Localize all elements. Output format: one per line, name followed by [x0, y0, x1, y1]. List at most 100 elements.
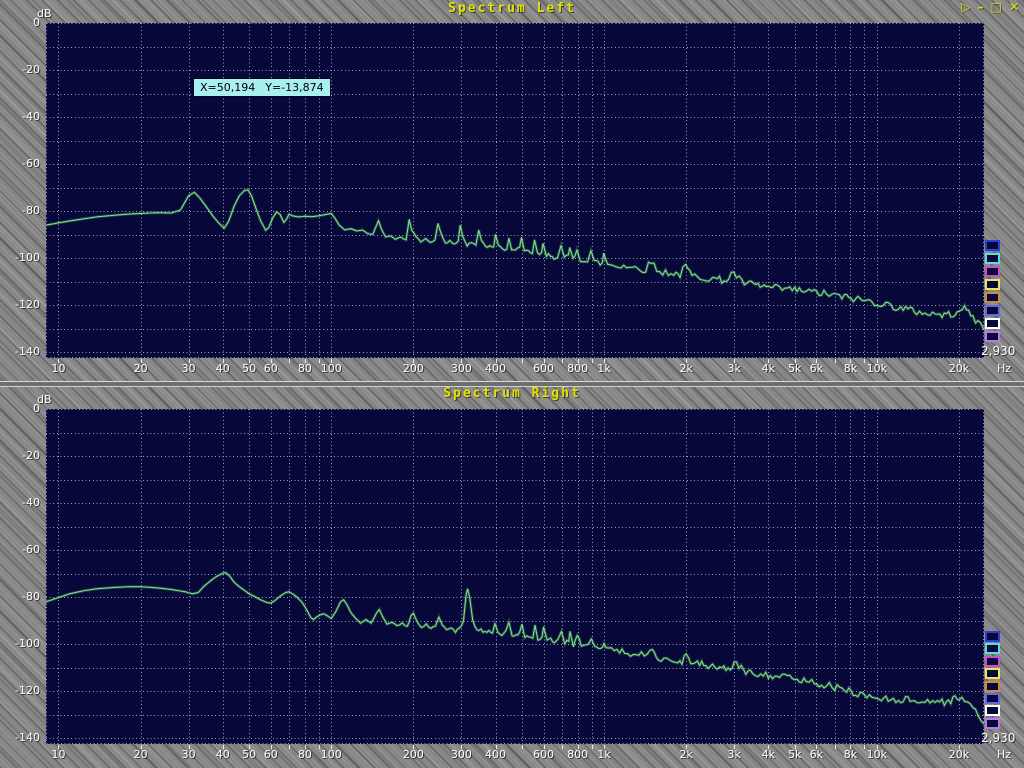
x-axis-tick [271, 745, 272, 749]
tooltip-y-value: Y=-13,874 [265, 81, 324, 94]
x-tick-label: 10 [51, 362, 66, 375]
x-axis-tick [496, 745, 497, 749]
x-tick-label: 200 [402, 748, 424, 761]
x-axis-tick [816, 745, 817, 749]
x-tick-label: 20 [133, 748, 148, 761]
x-axis-unit-label: Hz [997, 748, 1012, 761]
x-axis-tick [319, 359, 320, 363]
y-tick-label: -20 [22, 63, 40, 77]
x-tick-label: 8k [843, 748, 858, 761]
x-axis-tick [544, 745, 545, 749]
x-tick-label: 600 [533, 748, 555, 761]
trace-color-swatch[interactable] [985, 631, 1000, 642]
x-axis-tick [223, 359, 224, 363]
x-axis-tick [592, 359, 593, 363]
x-tick-label: 40 [215, 362, 230, 375]
trace-color-swatch[interactable] [985, 279, 1000, 290]
maximize-button[interactable]: □ [990, 0, 1002, 14]
x-axis-tick [249, 745, 250, 749]
x-axis-tick [461, 745, 462, 749]
x-axis-tick [305, 359, 306, 363]
trace-color-swatch[interactable] [985, 331, 1000, 342]
x-tick-label: 30 [181, 748, 196, 761]
y-tick-label: -20 [22, 449, 40, 463]
y-tick-label: -100 [15, 251, 40, 265]
trace-color-swatch[interactable] [985, 305, 1000, 316]
y-tick-label: -40 [22, 110, 40, 124]
x-axis-tick [223, 745, 224, 749]
x-axis-tick [58, 359, 59, 363]
x-axis-tick [289, 745, 290, 749]
y-tick-label: -120 [15, 298, 40, 312]
close-button[interactable]: ✕ [1008, 0, 1019, 14]
x-axis-tick [522, 359, 523, 363]
trace-color-swatch[interactable] [985, 717, 1000, 729]
x-tick-label: 2k [679, 748, 693, 761]
trace-color-swatch[interactable] [985, 668, 1000, 680]
x-axis-tick [592, 745, 593, 749]
x-axis-tick [604, 359, 605, 363]
x-tick-label: 2k [679, 362, 693, 375]
x-axis-tick [768, 359, 769, 363]
x-tick-label: 100 [320, 748, 342, 761]
x-tick-label: 200 [402, 362, 424, 375]
trace-color-legend [985, 631, 1001, 730]
x-tick-label: 400 [485, 362, 507, 375]
x-tick-label: 800 [567, 362, 589, 375]
x-axis-tick [331, 359, 332, 363]
trace-color-swatch[interactable] [985, 680, 1000, 692]
x-tick-label: 600 [533, 362, 555, 375]
x-tick-label: 100 [320, 362, 342, 375]
x-axis-tick [331, 745, 332, 749]
x-axis-tick [959, 745, 960, 749]
y-tick-label: 0 [33, 16, 40, 29]
trace-color-swatch[interactable] [985, 266, 1000, 277]
x-tick-label: 1k [597, 362, 611, 375]
x-tick-label: 1k [597, 748, 611, 761]
x-axis-tick [850, 359, 851, 363]
run-button[interactable]: ▷ [961, 0, 971, 14]
y-tick-label: -40 [22, 496, 40, 510]
x-tick-label: 80 [297, 748, 312, 761]
x-tick-label: 20k [948, 362, 970, 375]
minimize-button[interactable]: – [977, 0, 984, 14]
trace-color-swatch[interactable] [985, 292, 1000, 303]
cursor-tooltip: X=50,194 Y=-13,874 [193, 78, 331, 97]
x-tick-label: 10 [51, 748, 66, 761]
x-tick-label: 80 [297, 362, 312, 375]
window-controls: ▷ – □ ✕ [961, 1, 1019, 14]
x-axis-tick [562, 359, 563, 363]
x-tick-label: 800 [567, 748, 589, 761]
x-axis-tick [795, 745, 796, 749]
panel-divider [0, 381, 1024, 387]
trace-color-swatch[interactable] [985, 655, 1000, 667]
spectrum-plot-left[interactable] [46, 23, 984, 358]
trace-color-swatch[interactable] [985, 705, 1000, 717]
trace-color-swatch[interactable] [985, 643, 1000, 655]
x-tick-label: 50 [242, 748, 257, 761]
x-tick-label: 10k [866, 362, 888, 375]
spectrum-plot-right[interactable] [46, 409, 984, 744]
x-tick-label: 20k [948, 748, 970, 761]
panel-title: Spectrum Right [443, 386, 581, 401]
x-axis-tick [141, 359, 142, 363]
x-axis-tick [850, 745, 851, 749]
x-axis-tick [271, 359, 272, 363]
trace-color-swatch[interactable] [985, 240, 1000, 251]
y-axis-unit-label: dB [37, 7, 52, 20]
trace-color-swatch[interactable] [985, 318, 1000, 329]
x-axis-tick [578, 359, 579, 363]
x-tick-label: 400 [485, 748, 507, 761]
x-axis-tick [562, 745, 563, 749]
x-tick-label: 300 [450, 748, 472, 761]
x-axis-tick [768, 745, 769, 749]
y-tick-label: 0 [33, 402, 40, 415]
trace-color-swatch[interactable] [985, 693, 1000, 704]
x-axis-tick [522, 745, 523, 749]
x-axis-tick [877, 359, 878, 363]
x-axis-tick [544, 359, 545, 363]
trace-color-swatch[interactable] [985, 253, 1000, 264]
y-tick-label: -60 [22, 157, 40, 171]
x-axis-tick [413, 745, 414, 749]
